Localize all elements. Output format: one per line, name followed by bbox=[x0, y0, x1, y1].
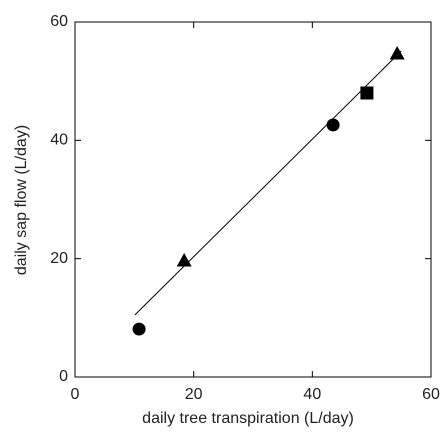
y-tick-label: 40 bbox=[50, 132, 68, 149]
y-tick-label: 0 bbox=[59, 368, 68, 385]
y-tick-label: 60 bbox=[50, 13, 68, 30]
x-tick-label: 0 bbox=[71, 386, 80, 403]
point bbox=[360, 86, 374, 100]
x-tick-label: 60 bbox=[422, 386, 440, 403]
point bbox=[326, 118, 340, 132]
plot-frame bbox=[74, 21, 432, 378]
y-axis-label: daily sap flow (L/day) bbox=[13, 125, 30, 275]
x-tick-label: 40 bbox=[303, 386, 321, 403]
point bbox=[132, 322, 146, 336]
y-tick-label: 20 bbox=[50, 250, 68, 267]
point bbox=[389, 45, 405, 60]
fit-line bbox=[134, 50, 402, 316]
x-tick-label: 20 bbox=[185, 386, 203, 403]
point bbox=[176, 253, 192, 267]
x-axis-label: daily tree transpiration (L/day) bbox=[142, 410, 354, 427]
